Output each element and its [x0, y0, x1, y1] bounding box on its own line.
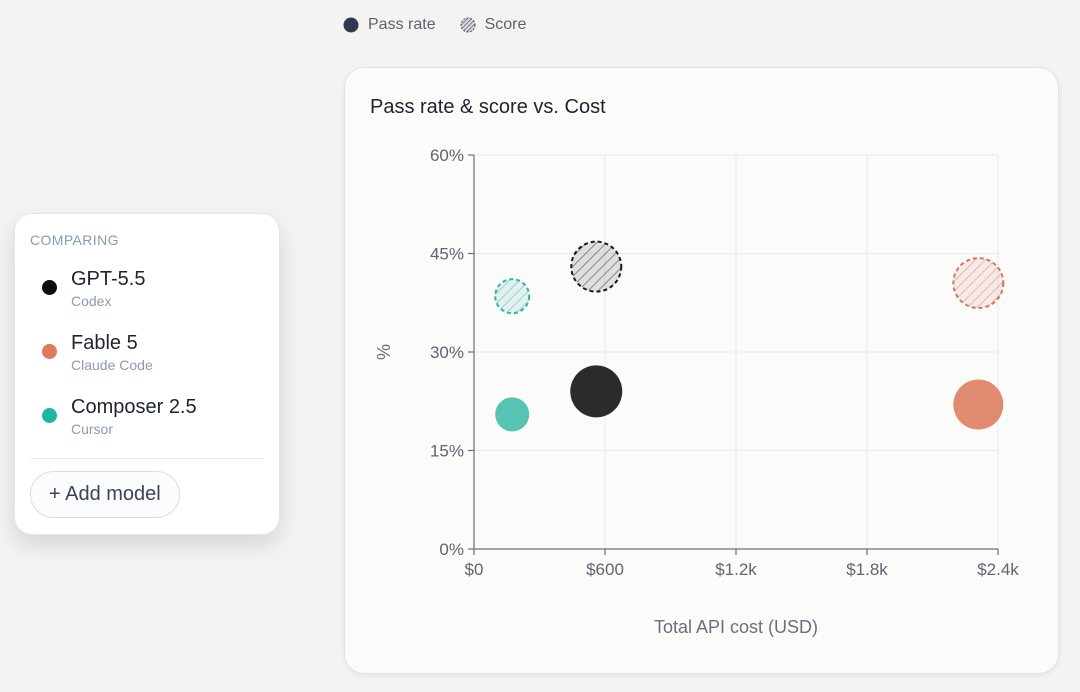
x-tick-label: $1.2k	[715, 560, 757, 579]
model-color-dot	[42, 408, 57, 423]
legend-pass-rate-label: Pass rate	[368, 16, 436, 33]
comparing-header: COMPARING	[30, 232, 119, 248]
model-name: Composer 2.5	[71, 396, 197, 418]
x-axis-label: Total API cost (USD)	[654, 617, 818, 637]
x-tick-label: $1.8k	[846, 560, 888, 579]
model-provider: Claude Code	[71, 357, 153, 373]
model-name: Fable 5	[71, 332, 138, 354]
legend-pass-rate: Pass rate	[343, 16, 436, 34]
model-provider: Cursor	[71, 421, 114, 437]
legend-score: Score	[460, 16, 527, 34]
chart-legend: Pass rate Score	[343, 16, 526, 34]
score-point[interactable]	[952, 257, 1005, 310]
pass-rate-point[interactable]	[495, 397, 530, 432]
model-item-gpt[interactable]: GPT-5.5 Codex	[30, 266, 264, 330]
data-points	[494, 240, 1005, 432]
chart-card: Pass rate & score vs. Cost 0% 15% 30% 45% 60…	[344, 67, 1059, 674]
pass-rate-point[interactable]	[953, 379, 1004, 430]
model-name: GPT-5.5	[71, 268, 146, 290]
comparing-panel: COMPARING GPT-5.5 Codex Fable 5 Claude C…	[14, 213, 280, 535]
model-provider: Codex	[71, 293, 112, 309]
x-tick-label: $0	[465, 560, 484, 579]
model-item-fable[interactable]: Fable 5 Claude Code	[30, 330, 264, 394]
score-point[interactable]	[570, 240, 623, 293]
model-item-composer[interactable]: Composer 2.5 Cursor	[30, 394, 264, 458]
legend-score-label: Score	[484, 16, 527, 33]
y-tick-label: 45%	[430, 245, 464, 264]
model-color-dot	[42, 344, 57, 359]
sidebar-divider	[30, 458, 264, 459]
x-tick-label: $2.4k	[977, 560, 1019, 579]
y-tick-label: 0%	[439, 540, 464, 559]
filled-circle-icon	[343, 17, 359, 33]
pass-rate-point[interactable]	[570, 365, 623, 418]
y-tick-label: 15%	[430, 442, 464, 461]
grid	[473, 154, 999, 550]
x-tick-label: $600	[586, 560, 624, 579]
axes: 0% 15% 30% 45% 60% $0 $600 $1.2k $1.8k $2.4k	[430, 146, 1019, 579]
y-tick-label: 60%	[430, 146, 464, 165]
chart-title: Pass rate & score vs. Cost	[370, 96, 606, 118]
score-point[interactable]	[494, 278, 531, 315]
add-model-button[interactable]: + Add model	[30, 471, 180, 518]
y-axis-label: %	[374, 344, 394, 360]
model-color-dot	[42, 280, 57, 295]
scatter-chart: 0% 15% 30% 45% 60% $0 $600 $1.2k $1.8k $2.4k Tota…	[374, 146, 1019, 637]
y-tick-label: 30%	[430, 343, 464, 362]
hatched-circle-icon	[460, 17, 476, 33]
